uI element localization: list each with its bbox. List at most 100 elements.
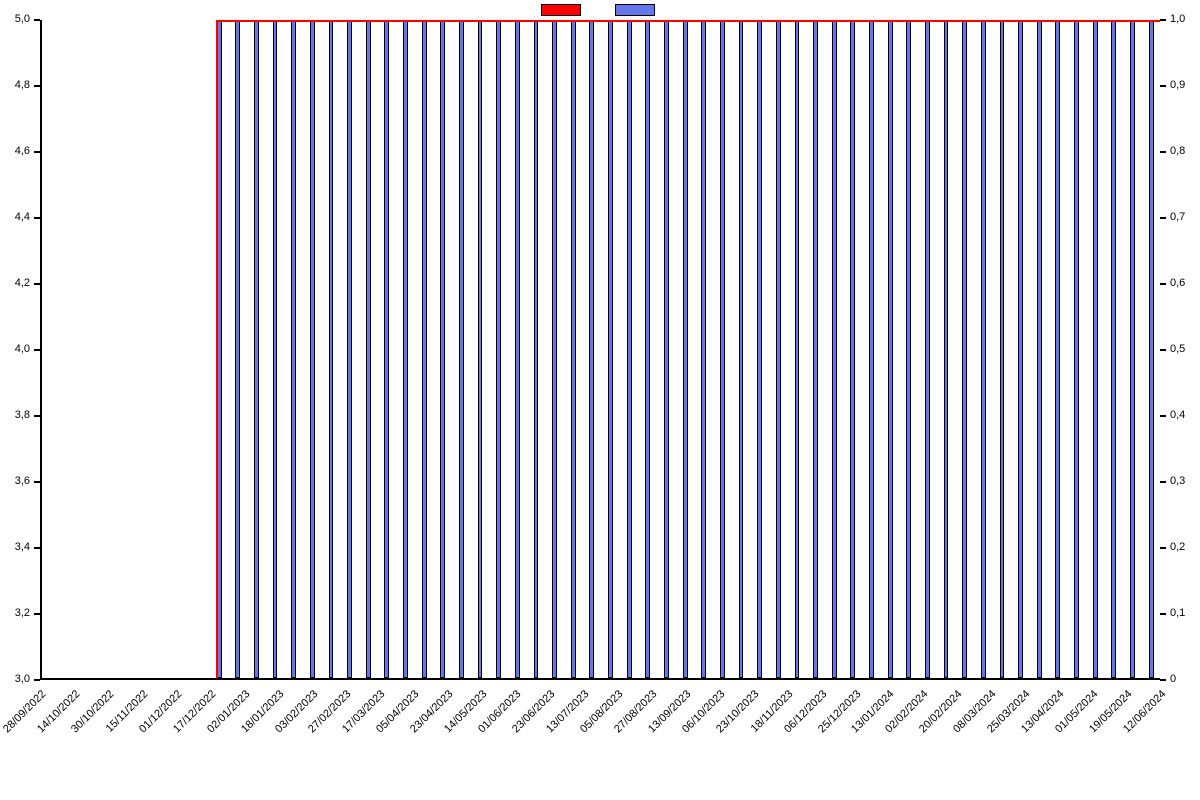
y-left-tick-label: 4,8 <box>15 80 30 91</box>
plot-border <box>40 20 1160 680</box>
bar <box>347 20 352 678</box>
bar <box>384 20 389 678</box>
bar-series <box>42 20 1160 678</box>
bar-slot <box>471 20 490 678</box>
legend-item-line <box>541 4 585 16</box>
legend-item-bar <box>615 4 659 16</box>
bar-slot <box>452 20 471 678</box>
bar <box>515 20 520 678</box>
y-left-tick <box>34 217 40 219</box>
y-right-tick-label: 0 <box>1170 674 1176 685</box>
bar-slot <box>1011 20 1030 678</box>
bar <box>1037 20 1042 678</box>
bar-slot <box>881 20 900 678</box>
bar-slot <box>191 20 210 678</box>
y-right-tick <box>1160 85 1166 87</box>
bar <box>757 20 762 678</box>
bar <box>571 20 576 678</box>
bar-slot <box>993 20 1012 678</box>
bar <box>925 20 930 678</box>
bar <box>235 20 240 678</box>
bar-slot <box>154 20 173 678</box>
y-left-tick-label: 4,2 <box>15 278 30 289</box>
chart-container: 3,03,23,43,63,84,04,24,44,64,85,0 00,10,… <box>0 0 1200 800</box>
y-right-tick-label: 0,1 <box>1170 608 1185 619</box>
bar <box>981 20 986 678</box>
bar <box>329 20 334 678</box>
bar-slot <box>210 20 229 678</box>
y-right-tick <box>1160 481 1166 483</box>
y-right-tick <box>1160 283 1166 285</box>
bar <box>701 20 706 678</box>
bar-slot <box>825 20 844 678</box>
y-left-tick-label: 4,4 <box>15 212 30 223</box>
bar <box>1074 20 1079 678</box>
y-left-tick <box>34 415 40 417</box>
bar <box>273 20 278 678</box>
bar-slot <box>1067 20 1086 678</box>
y-right-tick <box>1160 679 1166 681</box>
bar-slot <box>601 20 620 678</box>
bar-slot <box>1142 20 1161 678</box>
bar-slot <box>79 20 98 678</box>
y-left-tick-label: 3,8 <box>15 410 30 421</box>
bar-slot <box>489 20 508 678</box>
y-left-tick <box>34 85 40 87</box>
bar-slot <box>657 20 676 678</box>
bar-slot <box>359 20 378 678</box>
y-left-tick-label: 3,6 <box>15 476 30 487</box>
bar-slot <box>415 20 434 678</box>
y-right-tick <box>1160 19 1166 21</box>
y-right-tick-label: 0,8 <box>1170 146 1185 157</box>
bar <box>459 20 464 678</box>
bar <box>366 20 371 678</box>
y-right-tick <box>1160 217 1166 219</box>
bar-slot <box>340 20 359 678</box>
bar-slot <box>527 20 546 678</box>
bar-slot <box>378 20 397 678</box>
bar-slot <box>937 20 956 678</box>
legend-swatch-blue <box>615 4 655 16</box>
bar <box>739 20 744 678</box>
bar <box>310 20 315 678</box>
bar-slot <box>974 20 993 678</box>
bar <box>645 20 650 678</box>
bar-slot <box>61 20 80 678</box>
y-right-tick <box>1160 151 1166 153</box>
y-left-tick <box>34 481 40 483</box>
bar <box>888 20 893 678</box>
y-left-tick <box>34 151 40 153</box>
bar <box>1111 20 1116 678</box>
bar <box>589 20 594 678</box>
chart-legend <box>0 0 1200 20</box>
bar-slot <box>322 20 341 678</box>
bar <box>1018 20 1023 678</box>
bar <box>664 20 669 678</box>
bar-slot <box>713 20 732 678</box>
y-right-tick <box>1160 613 1166 615</box>
bar <box>1130 20 1135 678</box>
bar-slot <box>1105 20 1124 678</box>
bar-slot <box>955 20 974 678</box>
y-right-tick <box>1160 547 1166 549</box>
bar <box>776 20 781 678</box>
bar <box>291 20 296 678</box>
bar <box>850 20 855 678</box>
bar-slot <box>545 20 564 678</box>
bar-slot <box>247 20 266 678</box>
bar <box>1093 20 1098 678</box>
bar-slot <box>303 20 322 678</box>
line-series-vertical <box>216 20 218 678</box>
bar <box>720 20 725 678</box>
y-left-tick <box>34 613 40 615</box>
y-left-tick <box>34 349 40 351</box>
y-right-tick-label: 1,0 <box>1170 14 1185 25</box>
y-left-tick-label: 3,2 <box>15 608 30 619</box>
y-right-tick-label: 0,4 <box>1170 410 1185 421</box>
bar <box>813 20 818 678</box>
bar-slot <box>676 20 695 678</box>
bar-slot <box>508 20 527 678</box>
y-right-tick <box>1160 349 1166 351</box>
y-right-tick <box>1160 415 1166 417</box>
bar <box>869 20 874 678</box>
